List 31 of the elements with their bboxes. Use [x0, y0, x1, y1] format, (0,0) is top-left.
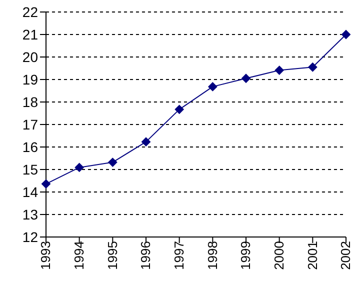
point — [108, 158, 118, 167]
y-tick-label: 18 — [22, 94, 38, 110]
x-tick-label: 1999 — [238, 241, 254, 270]
y-tick-label: 17 — [22, 116, 38, 132]
x-tick-label: 2001 — [304, 241, 320, 270]
y-tick-label: 19 — [22, 71, 38, 88]
x-tick-label: 2000 — [272, 241, 287, 270]
x-tick-label: 1995 — [104, 241, 120, 270]
x-tick-label: 1998 — [204, 241, 220, 270]
point — [74, 162, 84, 172]
point — [174, 104, 184, 114]
y-tick-label: 14 — [22, 184, 38, 200]
y-tick-label: 21 — [22, 26, 38, 42]
point — [242, 74, 250, 83]
y-tick-label: 22 — [22, 4, 38, 20]
point — [42, 179, 50, 188]
point — [274, 66, 284, 75]
x-tick-label: 1997 — [172, 241, 187, 270]
y-tick-label: 20 — [22, 48, 38, 65]
y-tick-label: 16 — [22, 138, 38, 155]
point — [308, 62, 318, 72]
x-tick-label: 1994 — [72, 241, 87, 270]
y-tick-label: 15 — [22, 161, 38, 178]
x-tick-label: 1993 — [38, 241, 54, 270]
x-tick-label: 2002 — [338, 241, 352, 270]
point — [208, 82, 218, 92]
y-tick-label: 13 — [22, 206, 38, 222]
x-tick-label: 1996 — [138, 241, 154, 270]
point — [342, 30, 350, 39]
point — [142, 137, 150, 146]
y-tick-label: 12 — [22, 228, 38, 245]
